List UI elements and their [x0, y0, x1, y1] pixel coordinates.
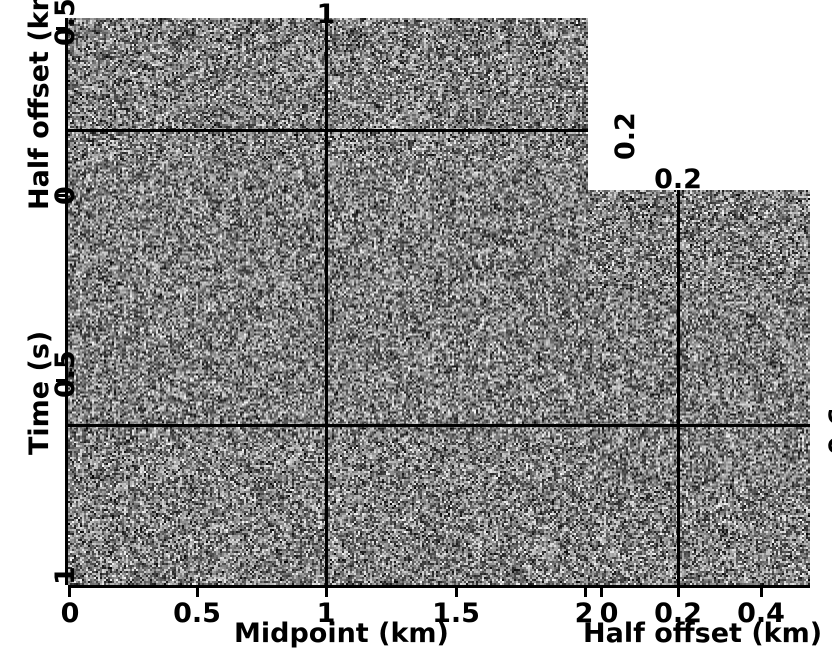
- bottom-ticklabel-halfoffset-0.4: 0.4: [737, 598, 785, 629]
- bottom-axis-spine-halfoffset: [588, 585, 810, 588]
- bottom-tick-halfoffset-0: [600, 588, 603, 597]
- right-ticklabel-upperpanel-0.2: 0.2: [610, 112, 641, 160]
- left-ticklabel-halfoffset-0.5: 0.5: [50, 0, 81, 46]
- bottom-tick-halfoffset-0.2: [677, 588, 680, 597]
- top-ticklabel-midpoint-1: 1: [316, 0, 336, 30]
- left-tick-halfoffset-0.5: [56, 27, 65, 30]
- bottom-tick-midpoint-0.5: [196, 588, 199, 597]
- left-ticklabel-time-0.5: 0.5: [50, 350, 81, 398]
- right-ticklabel-lowerpanel-0.6: 0.6: [824, 407, 832, 455]
- bottom-ticklabel-midpoint-1.5: 1.5: [432, 598, 480, 629]
- left-tick-halfoffset-0: [56, 194, 65, 197]
- bottom-tick-midpoint-1: [325, 588, 328, 597]
- left-axis-title-halfoffset: Half offset (km): [24, 0, 55, 210]
- left-tick-time-1: [56, 574, 65, 577]
- bottom-tick-midpoint-2: [584, 588, 587, 597]
- bottom-tick-midpoint-0: [68, 588, 71, 597]
- left-axis-spine: [65, 18, 68, 585]
- bottom-ticklabel-midpoint-2: 2: [574, 598, 594, 629]
- left-tick-time-0.5: [56, 379, 65, 382]
- bottom-ticklabel-halfoffset-0: 0: [599, 598, 619, 629]
- bottom-ticklabel-halfoffset-0.2: 0.2: [654, 598, 702, 629]
- bottom-tick-midpoint-1.5: [455, 588, 458, 597]
- midpoint-noise-image: [68, 18, 588, 585]
- bottom-tick-halfoffset-0.4: [760, 588, 763, 597]
- left-ticklabel-time-1: 1: [50, 566, 81, 585]
- bottom-axis-spine-midpoint: [68, 585, 588, 588]
- bottom-axis-title-halfoffset: Half offset (km): [583, 618, 823, 649]
- bottom-ticklabel-midpoint-1: 1: [316, 598, 336, 629]
- left-ticklabel-halfoffset-0: 0: [50, 186, 81, 205]
- bottom-axis-title-midpoint: Midpoint (km): [234, 618, 449, 649]
- bottom-ticklabel-midpoint-0.5: 0.5: [173, 598, 221, 629]
- left-axis-title-time: Time (s): [24, 330, 55, 455]
- top-ticklabel-halfoffset-0.2: 0.2: [654, 164, 702, 195]
- midpoint-panel[interactable]: [68, 18, 588, 585]
- halfoffset-panel[interactable]: [588, 190, 810, 585]
- bottom-ticklabel-midpoint-0: 0: [60, 598, 80, 629]
- halfoffset-noise-image: [588, 190, 810, 585]
